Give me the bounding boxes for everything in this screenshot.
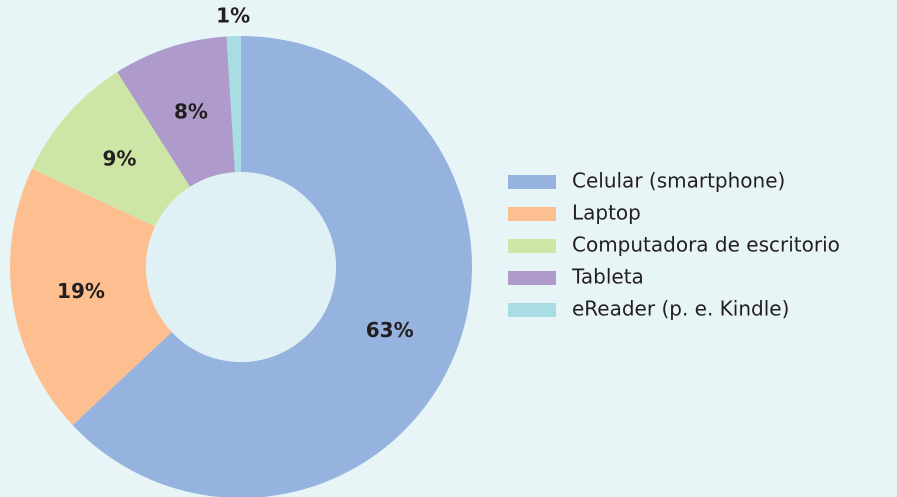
value-label: 63% [366, 318, 414, 342]
wedge [10, 168, 172, 426]
wedge [117, 36, 236, 187]
value-label: 8% [174, 99, 208, 123]
wedge [72, 36, 472, 497]
legend-label: Tableta [571, 265, 644, 289]
legend-swatch [508, 303, 556, 317]
legend-label: Celular (smartphone) [572, 169, 785, 193]
legend-swatch [508, 207, 556, 221]
wedge [31, 71, 191, 227]
legend-label: Computadora de escritorio [572, 233, 840, 257]
legend-label: eReader (p. e. Kindle) [572, 297, 789, 321]
legend-swatch [508, 175, 556, 189]
legend-swatch [508, 271, 556, 285]
wedge [226, 36, 241, 173]
value-label: 1% [216, 4, 250, 28]
donut-hole [146, 172, 336, 362]
value-label: 19% [57, 279, 105, 303]
value-label: 9% [102, 146, 136, 170]
legend-swatch [508, 239, 556, 253]
legend-label: Laptop [572, 201, 641, 225]
